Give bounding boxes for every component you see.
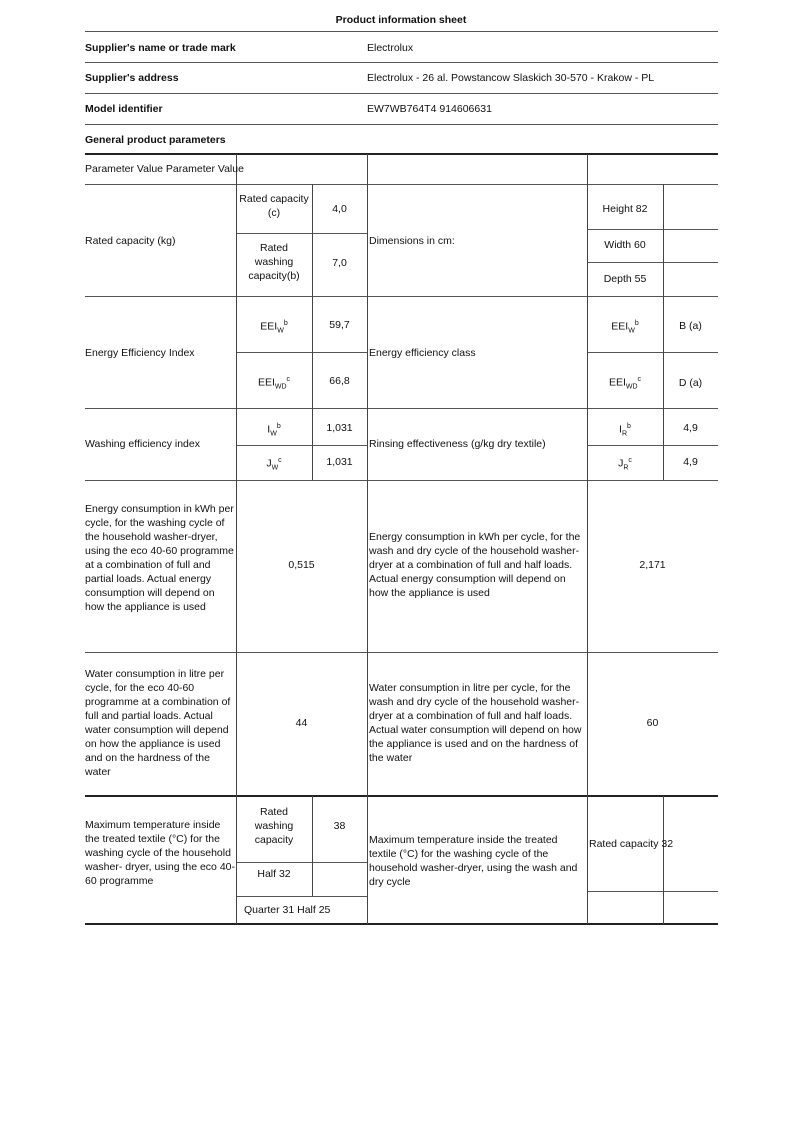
row-line: [85, 408, 718, 409]
max-temp-half: Half 32: [257, 868, 291, 880]
washdry-max-temp-value: Rated capacity 32: [589, 838, 674, 850]
rinsing-label: Rinsing effectiveness (g/kg dry textile): [369, 438, 546, 450]
supplier-name-value: Electrolux: [367, 42, 414, 54]
sub-line: [236, 896, 367, 897]
class-w-value: B (a): [679, 320, 702, 332]
rated-washing-capacity-sub: Rated washing capacity(b): [248, 242, 300, 282]
sub-line: [236, 352, 367, 353]
washdry-water-label: Water consumption in litre per cycle, fo…: [369, 682, 582, 764]
eei-label: Energy Efficiency Index: [85, 347, 195, 359]
max-temp-quarter-half: Quarter 31 Half 25: [244, 904, 331, 916]
eei-w-sub: EEIWb: [260, 320, 288, 335]
col-line: [236, 154, 237, 924]
max-temp-label: Maximum temperature inside the treated t…: [85, 819, 235, 887]
rated-washing-capacity-sub: Rated washing capacity: [254, 806, 294, 846]
sub-line: [236, 445, 367, 446]
sub-line: [587, 891, 718, 892]
dimensions-label: Dimensions in cm:: [369, 235, 455, 247]
sub-line: [587, 445, 718, 446]
jw-value: 1,031: [326, 456, 353, 468]
depth-value: Depth 55: [603, 273, 647, 285]
col-line: [663, 184, 664, 480]
ir-sub: IRb: [619, 423, 631, 438]
jw-sub: JWc: [266, 457, 282, 472]
iw-sub: IWb: [267, 423, 281, 438]
col-line: [587, 154, 588, 924]
col-line: [367, 154, 368, 924]
row-line: [85, 296, 718, 297]
energy-consumption-label: Energy consumption in kWh per cycle, for…: [85, 503, 234, 613]
rated-capacity-sub: Rated capacity (c): [239, 193, 309, 219]
supplier-name-label: Supplier's name or trade mark: [85, 42, 236, 54]
row-line: [85, 652, 718, 653]
sub-line: [587, 352, 718, 353]
rated-washing-capacity-value: 7,0: [332, 257, 347, 269]
washdry-max-temp-label: Maximum temperature inside the treated t…: [369, 834, 578, 888]
water-consumption-label: Water consumption in litre per cycle, fo…: [85, 668, 231, 778]
divider: [85, 31, 718, 32]
washdry-energy-value: 2,171: [639, 559, 666, 571]
divider: [85, 93, 718, 94]
sub-line: [236, 233, 367, 234]
divider: [85, 62, 718, 63]
supplier-address-label: Supplier's address: [85, 72, 179, 84]
height-value: Height 82: [602, 203, 648, 215]
sub-line: [236, 862, 367, 863]
water-consumption-value: 44: [295, 717, 308, 729]
jr-value: 4,9: [683, 456, 698, 468]
rated-capacity-value: 4,0: [332, 203, 347, 215]
ir-value: 4,9: [683, 422, 698, 434]
divider: [85, 124, 718, 125]
eei-wd-value: 66,8: [329, 375, 350, 387]
energy-class-label: Energy efficiency class: [369, 347, 476, 359]
rated-capacity-label: Rated capacity (kg): [85, 235, 176, 247]
table-top-rule: [85, 153, 718, 155]
sub-line: [587, 229, 718, 230]
iw-value: 1,031: [326, 422, 353, 434]
eei-wd-sub: EEIWDc: [257, 376, 291, 391]
table-bottom-rule: [85, 923, 718, 925]
jr-sub: JRc: [618, 457, 632, 472]
width-value: Width 60: [604, 239, 646, 251]
sub-line: [587, 262, 718, 263]
wei-label: Washing efficiency index: [85, 438, 200, 450]
page-title: Product information sheet: [335, 14, 467, 26]
eei-w-value: 59,7: [329, 319, 350, 331]
energy-consumption-value: 0,515: [288, 559, 315, 571]
model-identifier-label: Model identifier: [85, 103, 163, 115]
col-line: [312, 184, 313, 480]
row-line: [85, 480, 718, 481]
general-parameters-heading: General product parameters: [85, 134, 226, 146]
table-header: Parameter Value Parameter Value: [85, 163, 244, 175]
col-line: [312, 796, 313, 896]
max-temp-rated-value: 38: [333, 820, 346, 832]
washdry-energy-label: Energy consumption in kWh per cycle, for…: [369, 531, 581, 599]
row-line: [85, 184, 718, 185]
class-w-sub: EEIWb: [611, 320, 639, 335]
row-line: [85, 795, 718, 797]
class-wd-value: D (a): [678, 377, 703, 389]
col-line: [663, 796, 664, 924]
class-wd-sub: EEIWDc: [608, 376, 642, 391]
supplier-address-value: Electrolux - 26 al. Powstancow Slaskich …: [367, 72, 655, 84]
model-identifier-value: EW7WB764T4 914606631: [367, 103, 492, 115]
washdry-water-value: 60: [646, 717, 659, 729]
